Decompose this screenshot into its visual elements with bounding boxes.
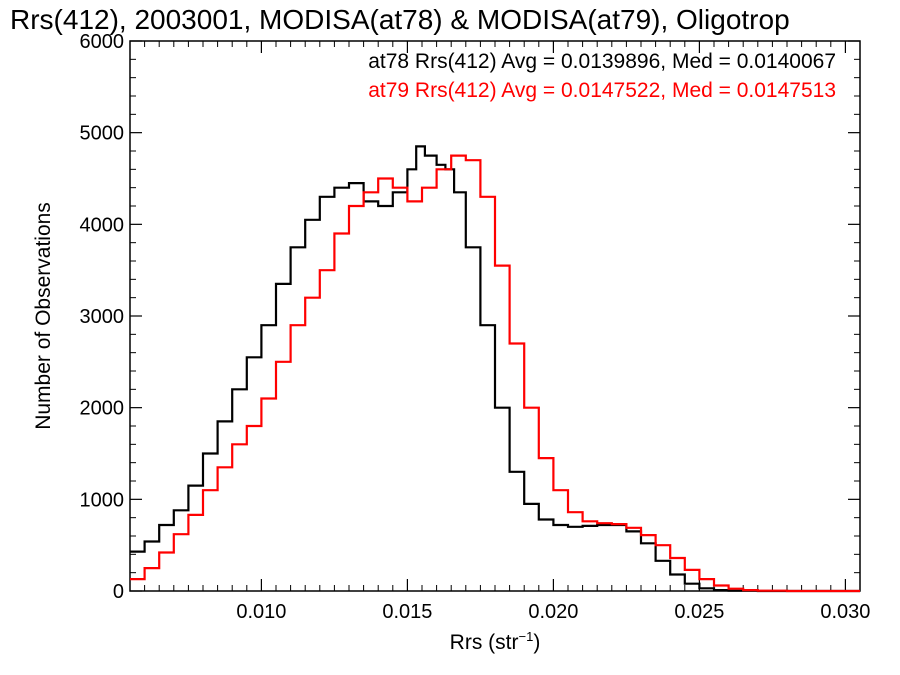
x-tick-label: 0.020 [528,601,578,623]
x-tick-label: 0.030 [820,601,870,623]
chart-title: Rrs(412), 2003001, MODISA(at78) & MODISA… [10,4,790,35]
legend-entry-at78: at78 Rrs(412) Avg = 0.0139896, Med = 0.0… [368,50,836,73]
y-tick-label: 4000 [80,214,125,236]
plot-frame [129,40,861,592]
x-axis-label-close: ) [533,631,540,654]
series-group [130,145,860,593]
x-tick-label: 0.015 [382,601,432,623]
series-at78-line [130,145,860,593]
y-tick-labels: 0 1000 2000 3000 4000 5000 6000 [80,31,125,603]
x-tick-labels: 0.010 0.015 0.020 0.025 0.030 [236,601,870,623]
y-tick-label: 2000 [80,398,125,420]
axis-ticks [130,40,861,592]
legend-entry-at79: at79 Rrs(412) Avg = 0.0147522, Med = 0.0… [368,79,836,102]
plot-area [129,40,861,593]
x-tick-label: 0.025 [674,601,724,623]
y-tick-label: 0 [113,581,124,603]
y-tick-label: 6000 [80,31,125,53]
x-axis-label: Rrs (str−1) [450,629,541,654]
x-axis-label-main: Rrs (str [450,631,519,654]
x-tick-label: 0.010 [236,601,286,623]
y-axis-label: Number of Observations [32,202,55,430]
x-axis-label-superscript: −1 [519,629,534,644]
y-tick-label: 3000 [80,306,125,328]
y-tick-label: 1000 [80,489,125,511]
y-tick-label: 5000 [80,123,125,145]
series-at79-line [130,154,860,593]
